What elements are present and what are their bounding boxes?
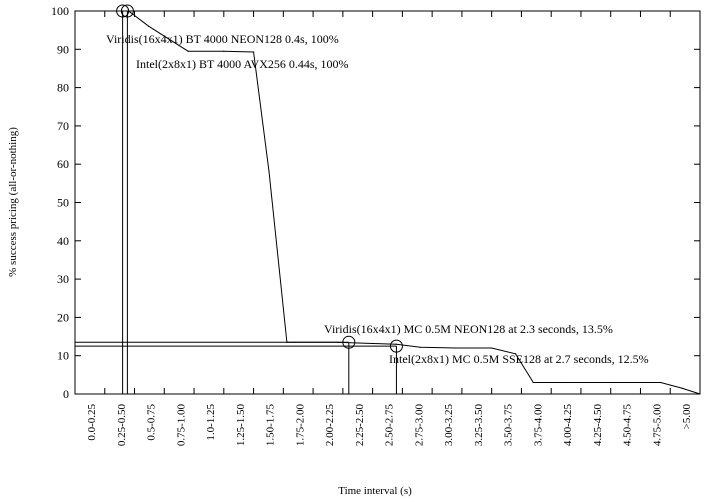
x-tick-label: 2.00-2.25	[324, 404, 336, 447]
x-tick-label: 4.00-4.25	[562, 404, 574, 447]
series-point	[660, 381, 662, 384]
reference-marker	[342, 335, 356, 349]
series-point	[395, 343, 398, 345]
series-point	[252, 51, 255, 53]
x-tick-label: 2.25-2.50	[354, 404, 366, 447]
y-tick-label: 80	[57, 81, 69, 95]
series-line	[75, 10, 701, 395]
x-axis: 0.0-0.25 0.25-0.50 0.5-0.75 0.75-1.00 1.0-1.…	[74, 11, 693, 447]
x-tick-label: 1.0-1.25	[205, 404, 217, 441]
x-tick-label: >5.00	[681, 404, 693, 430]
annotations: Viridis(16x4x1) BT 4000 NEON128 0.4s, 10…	[106, 32, 649, 366]
x-tick-label: 3.50-3.75	[503, 404, 515, 447]
y-tick-label: 0	[63, 387, 69, 401]
annotation-viridis-bt: Viridis(16x4x1) BT 4000 NEON128 0.4s, 10…	[106, 32, 339, 46]
x-axis-label: Time interval (s)	[338, 485, 412, 497]
x-tick-label: 0.75-1.00	[175, 404, 187, 447]
annotation-viridis-mc: Viridis(16x4x1) MC 0.5M NEON128 at 2.3 s…	[324, 322, 613, 336]
x-tick-label: 3.25-3.50	[473, 404, 485, 447]
x-tick-label: 3.75-4.00	[532, 404, 544, 447]
x-tick-label: 4.75-5.00	[651, 404, 663, 447]
y-tick-label: 50	[57, 196, 69, 210]
y-tick-label: 20	[57, 310, 69, 324]
x-tick-label: 4.25-4.50	[592, 404, 604, 447]
y-tick-label: 90	[57, 42, 69, 56]
series-point	[562, 381, 564, 384]
x-tick-label: 2.75-3.00	[413, 404, 425, 447]
series-point	[610, 381, 612, 384]
series-point	[187, 50, 189, 52]
series-point	[223, 50, 225, 52]
reference-marker	[120, 4, 134, 18]
x-tick-label: 1.25-1.50	[235, 404, 247, 447]
annotation-intel-bt: Intel(2x8x1) BT 4000 AVX256 0.44s, 100%	[136, 57, 349, 71]
x-tick-label: 1.75-2.00	[294, 404, 306, 447]
x-tick-label: 0.25-0.50	[116, 404, 128, 447]
series-point	[148, 25, 150, 27]
reference-marker	[389, 339, 403, 353]
series-point	[372, 342, 374, 345]
series-point	[491, 347, 493, 349]
y-tick-label: 40	[57, 234, 69, 248]
series-point	[699, 393, 701, 395]
y-axis-label: % success pricing (all-or-nothing)	[7, 127, 19, 277]
series-point	[268, 171, 270, 173]
x-tick-label: 4.50-4.75	[622, 404, 634, 447]
y-tick-label: 100	[51, 4, 69, 18]
x-tick-label: 0.5-0.75	[146, 404, 158, 441]
x-tick-label: 1.50-1.75	[265, 404, 277, 447]
y-axis: 0 10 20 30 40 50 60 70 80 90 100	[51, 4, 700, 401]
y-tick-label: 30	[57, 272, 69, 286]
series-point	[419, 346, 421, 348]
series-point	[532, 381, 534, 384]
series-point	[455, 347, 457, 349]
x-tick-label: 3.00-3.25	[443, 404, 455, 447]
y-tick-label: 60	[57, 157, 69, 171]
series-point	[514, 353, 517, 355]
series-point	[681, 387, 683, 389]
annotation-intel-mc: Intel(2x8x1) MC 0.5M SSE128 at 2.7 secon…	[389, 352, 649, 366]
reference-lines	[75, 4, 403, 394]
y-tick-label: 10	[57, 349, 69, 363]
x-tick-label: 2.50-2.75	[384, 404, 396, 447]
x-tick-label: 0.0-0.25	[86, 404, 98, 441]
y-tick-label: 70	[57, 119, 69, 133]
